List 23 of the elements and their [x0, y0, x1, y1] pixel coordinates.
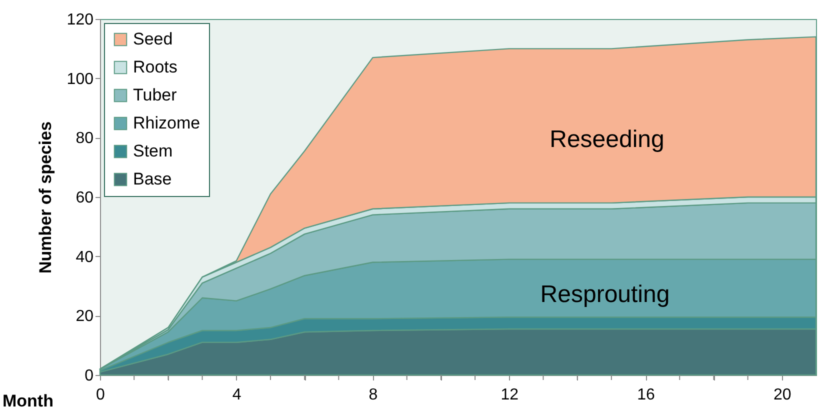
x-tick-label: 8: [368, 386, 378, 404]
y-tick-label: 20: [76, 308, 94, 326]
legend-label: Tuber: [133, 86, 178, 104]
y-tick-label: 80: [76, 130, 94, 148]
y-tick-label: 120: [66, 12, 94, 28]
y-tick-label: 60: [76, 190, 94, 206]
x-tick-label: 12: [500, 386, 519, 404]
annotation: Resprouting: [540, 281, 670, 308]
x-tick-label: 20: [774, 386, 792, 404]
y-tick-label: 40: [76, 248, 94, 266]
x-tick-label: 0: [96, 386, 106, 404]
legend-label: Stem: [133, 142, 173, 160]
annotation: Reseeding: [550, 126, 664, 153]
y-tick-label: 100: [66, 70, 94, 88]
y-axis-title: Number of species: [36, 121, 55, 274]
legend-label: Base: [133, 170, 172, 188]
x-tick-label: 4: [232, 386, 242, 404]
legend-label: Seed: [133, 30, 173, 48]
y-tick-label: 0: [84, 368, 94, 384]
legend-label: Roots: [133, 58, 178, 76]
x-axis-title: Month: [2, 392, 54, 409]
x-tick-label: 16: [637, 386, 656, 404]
legend-label: Rhizome: [133, 114, 200, 132]
